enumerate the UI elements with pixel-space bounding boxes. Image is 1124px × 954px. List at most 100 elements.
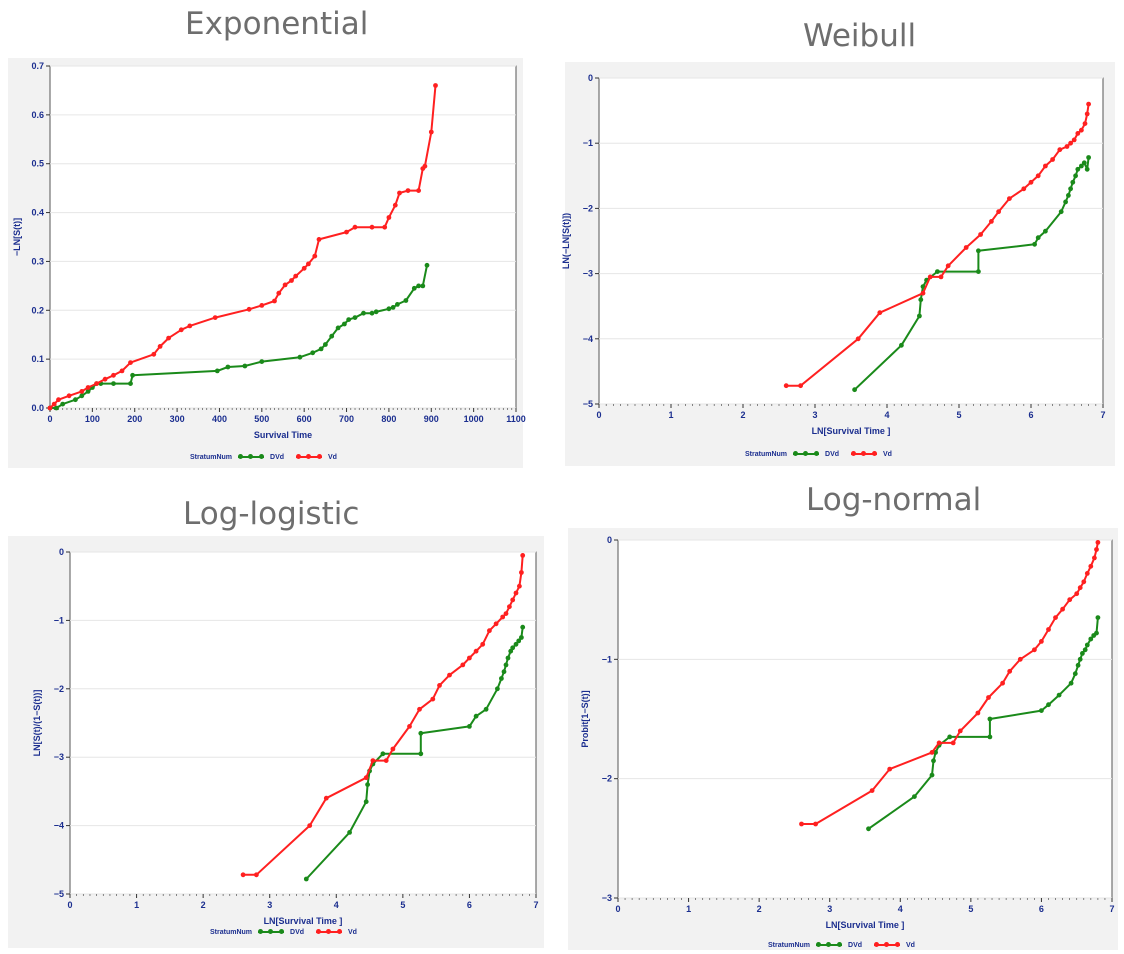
data-point-dvd bbox=[501, 669, 507, 675]
data-point-vd bbox=[480, 641, 486, 647]
data-point-dvd bbox=[369, 310, 375, 316]
legend-label-dvd: DVd bbox=[270, 453, 285, 461]
data-point-dvd bbox=[1068, 186, 1073, 192]
data-point-dvd bbox=[347, 830, 352, 835]
data-point-vd bbox=[430, 696, 436, 702]
data-point-dvd bbox=[128, 381, 133, 386]
data-point-dvd bbox=[899, 342, 904, 348]
data-point-dvd bbox=[1077, 656, 1083, 662]
data-point-vd bbox=[212, 315, 218, 320]
legend-exponential: StratumNum DVd Vd bbox=[190, 452, 337, 462]
x-tick-label: 600 bbox=[297, 414, 312, 424]
y-tick-label: 0 bbox=[588, 73, 593, 83]
chart-svg-log-logistic: −5 −4 −3 −2 −1 0 0 1 2 3 4 5 6 7 LN[Survival Time ] LN[… bbox=[32, 547, 539, 926]
data-point-dvd bbox=[852, 387, 857, 393]
data-point-vd bbox=[813, 821, 818, 827]
legend-swatch-vd bbox=[296, 452, 323, 462]
data-point-vd bbox=[102, 376, 108, 382]
data-point-dvd bbox=[373, 309, 379, 315]
data-point-vd bbox=[51, 401, 57, 407]
data-point-dvd bbox=[473, 713, 479, 719]
legend-swatch-dvd bbox=[793, 449, 820, 459]
data-point-vd bbox=[487, 628, 492, 634]
data-point-dvd bbox=[79, 393, 85, 399]
data-point-vd bbox=[1035, 173, 1041, 179]
data-point-dvd bbox=[303, 876, 309, 882]
data-point-dvd bbox=[520, 624, 526, 630]
data-point-vd bbox=[520, 553, 526, 558]
x-tick-label: 2 bbox=[740, 410, 745, 420]
x-tick-label: 1 bbox=[668, 410, 673, 420]
x-tick-label: 5 bbox=[968, 904, 973, 914]
data-point-vd bbox=[157, 344, 163, 349]
x-tick-label: 4 bbox=[884, 410, 889, 420]
data-point-vd bbox=[1084, 111, 1090, 117]
data-point-dvd bbox=[60, 401, 66, 407]
data-point-vd bbox=[473, 648, 479, 654]
y-tick-label: −5 bbox=[54, 889, 64, 899]
data-point-vd bbox=[1088, 563, 1094, 569]
data-point-vd bbox=[1007, 668, 1013, 674]
data-point-vd bbox=[111, 372, 116, 378]
x-tick-label: 2 bbox=[757, 904, 762, 914]
data-point-vd bbox=[1081, 579, 1087, 585]
y-tick-label: 0.5 bbox=[31, 159, 44, 169]
data-point-vd bbox=[370, 758, 376, 763]
panel-title-log-logistic: Log-logistic bbox=[183, 496, 360, 532]
x-tick-label: 2 bbox=[201, 900, 206, 910]
data-point-vd bbox=[1064, 144, 1070, 149]
data-point-vd bbox=[783, 383, 789, 389]
data-point-dvd bbox=[1046, 702, 1051, 708]
data-point-vd bbox=[887, 766, 893, 772]
data-point-dvd bbox=[1079, 163, 1084, 169]
y-tick-label: −3 bbox=[602, 893, 612, 903]
data-point-dvd bbox=[1086, 155, 1091, 160]
x-tick-label: 6 bbox=[467, 900, 472, 910]
chart-svg-exponential: 0.0 0.1 0.2 0.3 0.4 0.5 0.6 0.7 0 100 200 300 400 500… bbox=[12, 61, 526, 440]
x-tick-label: 7 bbox=[1109, 904, 1114, 914]
data-point-vd bbox=[272, 298, 277, 304]
data-point-vd bbox=[1095, 540, 1101, 545]
legend-swatch-vd bbox=[874, 940, 901, 950]
data-point-vd bbox=[929, 750, 935, 755]
x-tick-label: 500 bbox=[254, 414, 269, 424]
y-tick-label: 0.3 bbox=[31, 256, 44, 266]
data-point-vd bbox=[1077, 585, 1083, 591]
legend-label-vd: Vd bbox=[906, 941, 915, 949]
plot-area bbox=[617, 539, 1113, 899]
data-point-vd bbox=[316, 237, 322, 242]
data-point-vd bbox=[1017, 656, 1023, 662]
x-axis-label: Survival Time bbox=[254, 430, 312, 440]
data-point-dvd bbox=[976, 269, 981, 274]
data-point-dvd bbox=[361, 310, 366, 316]
data-point-dvd bbox=[495, 686, 500, 692]
data-point-dvd bbox=[1080, 651, 1085, 656]
y-tick-label: 0.0 bbox=[31, 403, 44, 413]
data-point-vd bbox=[56, 397, 61, 403]
data-point-dvd bbox=[342, 321, 347, 327]
y-tick-label: 0.2 bbox=[31, 305, 44, 315]
x-tick-label: 100 bbox=[85, 414, 100, 424]
x-tick-label: 1 bbox=[686, 904, 691, 914]
data-point-dvd bbox=[242, 363, 248, 369]
x-tick-label: 1000 bbox=[464, 414, 484, 424]
x-tick-label: 200 bbox=[127, 414, 142, 424]
legend-label-vd: Vd bbox=[328, 453, 337, 461]
plot-log-normal: −3 −2 −1 0 0 1 2 3 4 5 6 7 LN[Survival Time ] Probit[… bbox=[568, 528, 1118, 950]
y-tick-label: −2 bbox=[583, 203, 593, 213]
data-point-vd bbox=[363, 775, 369, 781]
data-point-dvd bbox=[519, 635, 524, 640]
data-point-dvd bbox=[352, 315, 358, 320]
data-point-vd bbox=[957, 728, 963, 734]
data-point-vd bbox=[1000, 680, 1005, 686]
data-point-vd bbox=[467, 655, 472, 661]
series-dvd bbox=[303, 624, 526, 882]
data-point-dvd bbox=[323, 342, 328, 347]
legend-title: StratumNum bbox=[768, 941, 811, 949]
series-vd bbox=[47, 83, 438, 411]
data-point-vd bbox=[312, 253, 318, 259]
data-point-vd bbox=[978, 232, 983, 237]
y-tick-label: 0.1 bbox=[31, 354, 44, 364]
data-point-dvd bbox=[1075, 166, 1081, 172]
data-point-vd bbox=[259, 303, 265, 308]
